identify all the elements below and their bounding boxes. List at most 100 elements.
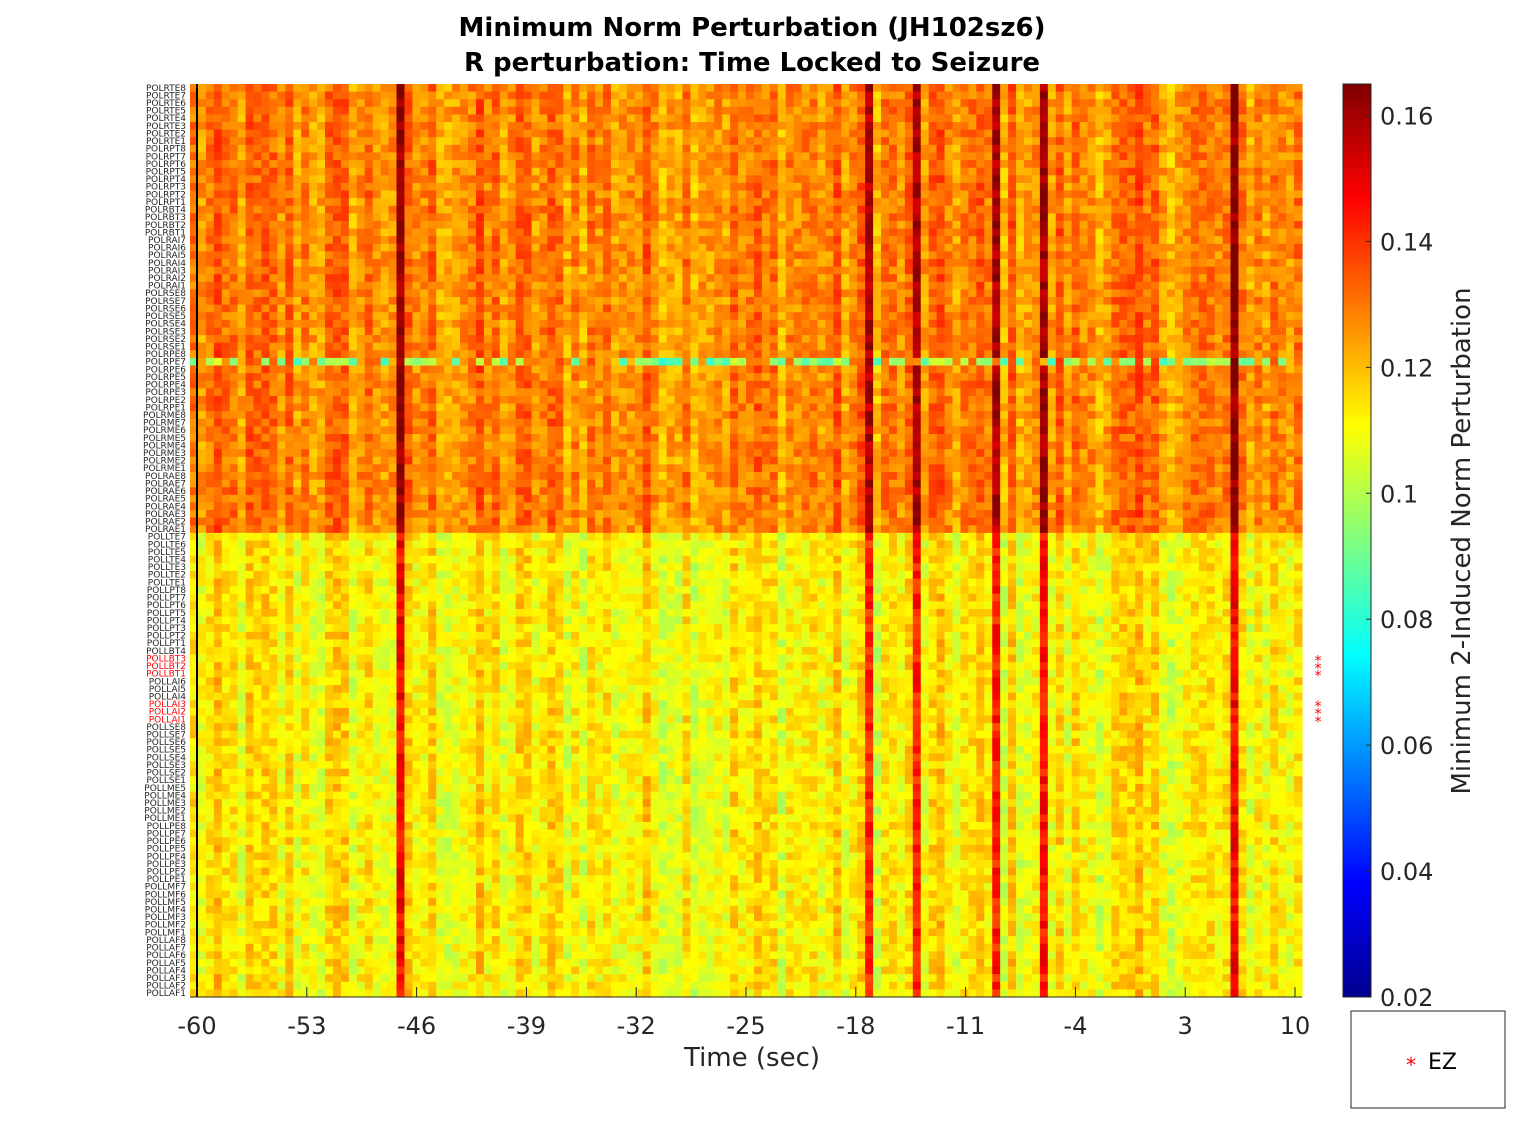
heatmap-cell xyxy=(483,228,493,237)
heatmap-cell xyxy=(1174,84,1184,93)
heatmap-cell xyxy=(412,312,421,321)
heatmap-cell xyxy=(992,304,1001,313)
heatmap-cell xyxy=(825,258,834,268)
heatmap-cell xyxy=(1182,182,1192,192)
heatmap-cell xyxy=(1238,182,1247,192)
heatmap-cell xyxy=(920,160,930,169)
heatmap-cell xyxy=(1286,274,1295,283)
heatmap-cell xyxy=(785,251,795,260)
heatmap-cell xyxy=(1103,122,1112,131)
heatmap-cell xyxy=(888,327,898,336)
heatmap-cell xyxy=(944,289,954,298)
heatmap-cell xyxy=(285,91,294,100)
heatmap-cell xyxy=(237,152,247,161)
heatmap-cell xyxy=(626,228,636,237)
heatmap-cell xyxy=(944,152,954,161)
heatmap-cell xyxy=(1103,297,1112,306)
heatmap-cell xyxy=(944,266,954,275)
heatmap-cell xyxy=(396,312,406,321)
heatmap-cell xyxy=(865,167,874,176)
heatmap-cell xyxy=(1079,289,1089,298)
heatmap-cell xyxy=(372,114,382,123)
heatmap-cell xyxy=(309,144,318,154)
heatmap-cell xyxy=(213,114,223,123)
heatmap-cell xyxy=(1254,137,1263,146)
heatmap-cell xyxy=(1063,304,1073,313)
heatmap-cell xyxy=(1143,167,1152,176)
heatmap-cell xyxy=(801,167,811,176)
heatmap-cell xyxy=(698,342,707,351)
heatmap-cell xyxy=(976,99,985,108)
heatmap-cell xyxy=(698,289,707,298)
heatmap-cell xyxy=(881,144,890,154)
heatmap-cells xyxy=(190,84,1303,998)
heatmap-cell xyxy=(793,122,803,131)
heatmap-cell xyxy=(1206,335,1216,344)
heatmap-cell xyxy=(1222,129,1232,138)
heatmap-cell xyxy=(436,297,445,306)
heatmap-cell xyxy=(1024,258,1033,268)
heatmap-cell xyxy=(245,91,255,100)
heatmap-cell xyxy=(801,198,811,207)
heatmap-cell xyxy=(777,335,787,344)
heatmap-cell xyxy=(523,274,533,283)
heatmap-cell xyxy=(420,304,429,313)
heatmap-cell xyxy=(1278,167,1287,176)
heatmap-cell xyxy=(1190,236,1200,245)
heatmap-cell xyxy=(603,312,612,321)
heatmap-cell xyxy=(761,114,771,123)
heatmap-cell xyxy=(491,114,501,123)
heatmap-cell xyxy=(642,91,652,100)
heatmap-cell xyxy=(205,205,215,214)
heatmap-cell xyxy=(714,182,723,192)
heatmap-cell xyxy=(412,258,421,268)
heatmap-cell xyxy=(190,205,199,214)
heatmap-cell xyxy=(499,205,509,214)
heatmap-cell xyxy=(460,281,469,291)
heatmap-cell xyxy=(523,297,533,306)
heatmap-cell xyxy=(317,213,326,222)
heatmap-cell xyxy=(674,122,684,131)
heatmap-cell xyxy=(555,129,564,138)
heatmap-cell xyxy=(968,137,977,146)
heatmap-cell xyxy=(984,243,993,252)
heatmap-cell xyxy=(444,220,453,230)
heatmap-cell xyxy=(809,274,819,283)
heatmap-cell xyxy=(1222,281,1232,291)
heatmap-cell xyxy=(865,190,874,199)
heatmap-cell xyxy=(491,182,501,192)
heatmap-cell xyxy=(507,190,517,199)
heatmap-cell xyxy=(682,281,691,291)
heatmap-cell xyxy=(730,327,739,336)
heatmap-cell xyxy=(785,304,795,313)
heatmap-cell xyxy=(483,122,493,131)
heatmap-cell xyxy=(571,182,580,192)
heatmap-cell xyxy=(1016,137,1025,146)
heatmap-cell xyxy=(1262,243,1271,252)
heatmap-cell xyxy=(658,335,668,344)
heatmap-cell xyxy=(769,137,779,146)
heatmap-cell xyxy=(603,137,612,146)
heatmap-cell xyxy=(761,167,771,176)
heatmap-cell xyxy=(825,281,834,291)
heatmap-cell xyxy=(309,319,318,329)
heatmap-cell xyxy=(761,319,771,329)
heatmap-cell xyxy=(1127,160,1136,169)
heatmap-cell xyxy=(1095,297,1105,306)
heatmap-cell xyxy=(301,91,310,100)
heatmap-cell xyxy=(706,152,715,161)
heatmap-cell xyxy=(293,182,302,192)
heatmap-cell xyxy=(1000,198,1009,207)
heatmap-cell xyxy=(1151,297,1160,306)
heatmap-cell xyxy=(682,274,691,283)
heatmap-cell xyxy=(325,99,334,108)
heatmap-cell xyxy=(690,335,699,344)
heatmap-cell xyxy=(301,175,310,184)
heatmap-cell xyxy=(507,213,517,222)
heatmap-cell xyxy=(610,335,620,344)
heatmap-cell xyxy=(213,335,223,344)
heatmap-cell xyxy=(1119,297,1128,306)
heatmap-cell xyxy=(1254,144,1263,154)
heatmap-cell xyxy=(221,251,231,260)
heatmap-cell xyxy=(841,152,850,161)
